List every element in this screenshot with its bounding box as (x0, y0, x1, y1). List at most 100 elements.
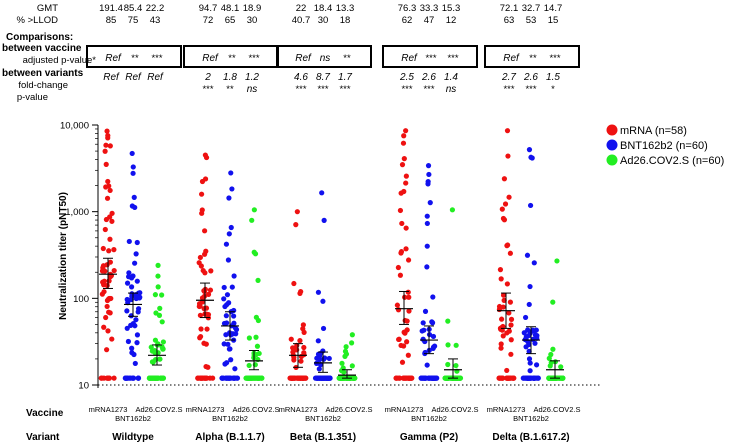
data-point (403, 246, 409, 252)
data-point (221, 296, 227, 302)
data-point (129, 150, 135, 157)
data-point (246, 335, 252, 341)
data-point (132, 360, 138, 367)
llod-value: 47 (424, 15, 435, 26)
vaccine-p-value: ns (320, 53, 331, 64)
group-1: 94.77248.16518.930Ref2*****1.8*****1.2ns… (183, 3, 280, 443)
data-point (546, 355, 552, 361)
data-point (232, 366, 238, 372)
data-point (406, 308, 412, 314)
data-point (155, 262, 161, 268)
y-tick-label: 1,000 (65, 207, 89, 218)
data-point (300, 322, 306, 328)
legend-marker (606, 154, 618, 166)
data-point (104, 128, 110, 134)
group-2: 2240.718.43013.318Ref4.6***ns8.7*****1.7… (276, 3, 373, 443)
data-point (535, 375, 541, 381)
data-point (422, 308, 429, 314)
vaccine-p-value: Ref (503, 53, 520, 64)
legend-marker (606, 139, 618, 151)
data-point (546, 375, 553, 381)
llod-value: 63 (504, 15, 515, 26)
vaccine-label-ad26: Ad26.COV2.S (325, 405, 372, 414)
data-point (312, 375, 319, 381)
data-point (396, 375, 402, 381)
data-point (420, 336, 426, 342)
variant-p-value: *** (503, 84, 514, 95)
gmt-value: 94.7 (199, 3, 218, 14)
data-point (201, 293, 208, 299)
data-point (245, 375, 252, 381)
data-point (229, 284, 235, 290)
data-point (148, 344, 154, 350)
fold-change-value: 1.7 (338, 72, 352, 83)
data-point (445, 318, 451, 324)
data-point (105, 133, 111, 139)
data-point (293, 222, 299, 228)
data-point (100, 245, 106, 252)
data-point (132, 323, 138, 329)
data-point (106, 248, 112, 254)
data-point (527, 375, 533, 381)
data-point (223, 313, 229, 319)
data-point (349, 340, 355, 346)
data-point (505, 153, 511, 159)
data-point (397, 272, 404, 278)
llod-value: 15 (548, 15, 559, 26)
data-point (103, 216, 110, 223)
data-point (104, 195, 111, 201)
gmt-value: 72.1 (500, 3, 519, 14)
legend-label: mRNA (n=58) (620, 125, 687, 137)
data-point (424, 213, 430, 219)
data-point (290, 345, 296, 351)
fold-change-value: 1.8 (223, 72, 237, 83)
data-point (199, 210, 205, 216)
data-point (427, 200, 433, 206)
fold-change-value: 2.6 (523, 72, 538, 83)
vaccine-p-value: Ref (202, 53, 219, 64)
data-point (499, 316, 505, 322)
data-point (426, 171, 432, 178)
vaccine-p-value: ** (131, 53, 139, 64)
data-point (403, 180, 409, 186)
data-point (506, 310, 512, 316)
data-point (129, 350, 135, 356)
data-point (522, 314, 529, 321)
data-point (527, 202, 534, 209)
data-point (225, 257, 232, 263)
data-point (123, 375, 129, 381)
data-point (298, 358, 304, 364)
data-point (199, 191, 205, 197)
data-point (203, 154, 210, 161)
data-point (229, 186, 235, 192)
data-point (424, 220, 430, 227)
data-point (203, 375, 209, 381)
data-point (422, 349, 428, 356)
data-point (228, 357, 234, 363)
data-point (254, 343, 261, 349)
data-point (109, 218, 115, 224)
data-point (445, 361, 451, 368)
data-point (159, 292, 165, 298)
row-label-llod: % >LLOD (17, 15, 59, 26)
data-point (98, 375, 104, 381)
data-point (404, 339, 410, 345)
data-point (288, 336, 294, 342)
data-point (135, 375, 142, 381)
data-point (109, 336, 115, 342)
data-point (111, 267, 117, 274)
y-axis-label: Neutralization titer (pNT50) (58, 192, 69, 320)
llod-value: 65 (225, 15, 236, 26)
variant-label: Wildtype (112, 432, 154, 443)
vaccine-label-mrna1273: mRNA1273 (487, 405, 526, 414)
variant-p-value: *** (317, 84, 328, 95)
data-point (256, 350, 262, 357)
llod-value: 30 (318, 15, 329, 26)
variant-p-value: *** (202, 84, 213, 95)
gmt-value: 33.3 (420, 3, 439, 14)
data-point (349, 332, 355, 338)
group-4: 72.16332.75314.715Ref2.7*****2.6******1.… (484, 3, 581, 443)
data-point (319, 190, 325, 196)
data-point (550, 299, 556, 305)
data-point (502, 201, 509, 207)
